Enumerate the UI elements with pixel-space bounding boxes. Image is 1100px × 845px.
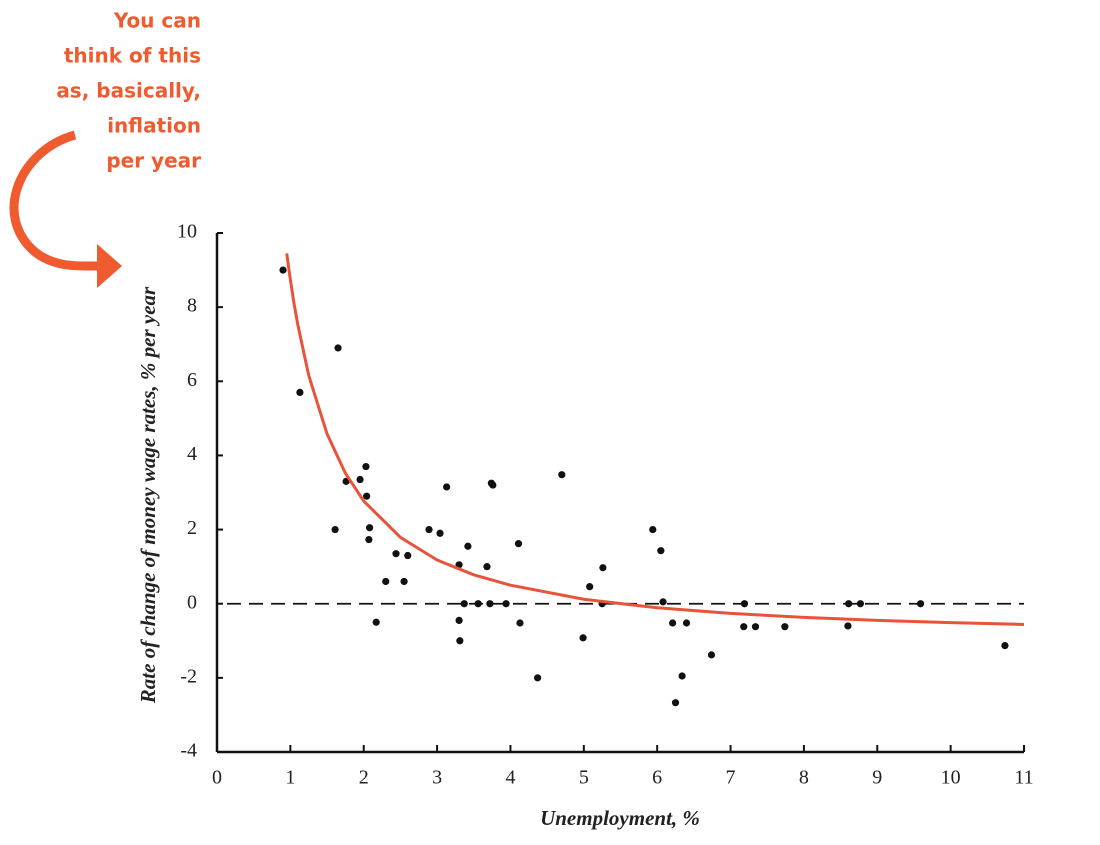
- annotation-arrowhead: [97, 244, 122, 288]
- data-point: [657, 547, 665, 555]
- data-point: [372, 618, 380, 626]
- data-point: [365, 524, 374, 532]
- annotation-text: per year: [106, 149, 201, 173]
- data-point: [382, 577, 390, 586]
- data-point: [533, 674, 542, 682]
- data-point: [659, 598, 667, 606]
- data-point: [483, 563, 491, 571]
- y-tick-label: 10: [177, 221, 197, 243]
- data-point: [502, 600, 510, 608]
- data-point: [456, 637, 464, 645]
- data-point: [443, 483, 451, 491]
- x-tick-label: 7: [726, 767, 736, 789]
- annotation-arrow: [9, 130, 101, 271]
- data-point: [707, 651, 716, 659]
- x-axis-label: Unemployment, %: [540, 806, 700, 830]
- x-tick-label: 8: [799, 767, 809, 789]
- data-point: [678, 672, 686, 680]
- data-point: [516, 619, 524, 627]
- data-point: [649, 525, 657, 534]
- y-axis-label: Rate of change of money wage rates, % pe…: [136, 286, 160, 704]
- data-point: [514, 540, 523, 548]
- data-point: [279, 266, 287, 274]
- data-point: [460, 600, 468, 608]
- data-point: [740, 600, 749, 608]
- data-point: [1001, 642, 1009, 650]
- data-point: [436, 529, 444, 537]
- data-point: [740, 623, 748, 631]
- data-point: [599, 564, 607, 572]
- x-tick-label: 1: [285, 767, 295, 789]
- x-tick-label: 3: [432, 767, 442, 789]
- y-tick-label: -2: [180, 665, 197, 687]
- x-tick-label: 11: [1014, 767, 1033, 789]
- data-point: [916, 600, 925, 608]
- fitted-curve: [285, 253, 1025, 626]
- x-tick-label: 9: [872, 767, 882, 789]
- y-tick-label: 4: [187, 443, 197, 465]
- x-tick-label: 5: [579, 767, 589, 789]
- data-point: [486, 600, 494, 608]
- data-point: [474, 600, 482, 608]
- data-point: [362, 462, 370, 471]
- data-point: [856, 600, 864, 608]
- x-tick-label: 2: [359, 767, 369, 789]
- data-point: [425, 525, 433, 534]
- data-point: [296, 388, 304, 397]
- annotation-text: You can: [113, 9, 201, 33]
- data-point: [579, 634, 587, 642]
- annotation-text: as, basically,: [56, 79, 201, 103]
- data-point: [334, 344, 342, 352]
- data-point: [331, 525, 339, 534]
- x-tick-label: 10: [941, 767, 961, 789]
- annotation-text: think of this: [64, 44, 201, 68]
- data-point: [845, 600, 853, 608]
- data-point: [671, 699, 680, 707]
- data-point: [392, 550, 400, 558]
- data-point: [682, 619, 691, 627]
- x-tick-label: 0: [212, 767, 222, 789]
- x-tick-label: 6: [652, 767, 662, 789]
- data-point: [464, 542, 472, 550]
- data-point: [489, 481, 497, 489]
- data-point: [404, 551, 412, 560]
- y-tick-label: 2: [187, 517, 197, 539]
- annotation-text: inflation: [107, 114, 201, 138]
- data-point: [844, 622, 852, 630]
- data-point: [586, 583, 594, 591]
- y-tick-label: 6: [187, 369, 197, 391]
- y-tick-label: 8: [187, 295, 197, 317]
- data-point: [400, 577, 408, 586]
- y-tick-label: -4: [180, 740, 197, 762]
- y-tick-label: 0: [187, 591, 197, 613]
- data-point: [365, 535, 373, 544]
- data-point: [356, 475, 364, 484]
- data-point: [455, 616, 463, 624]
- data-point: [781, 623, 789, 631]
- data-point: [668, 619, 677, 627]
- x-tick-label: 4: [505, 767, 515, 789]
- data-point: [751, 623, 760, 631]
- data-point: [558, 471, 566, 479]
- data-point: [363, 492, 371, 500]
